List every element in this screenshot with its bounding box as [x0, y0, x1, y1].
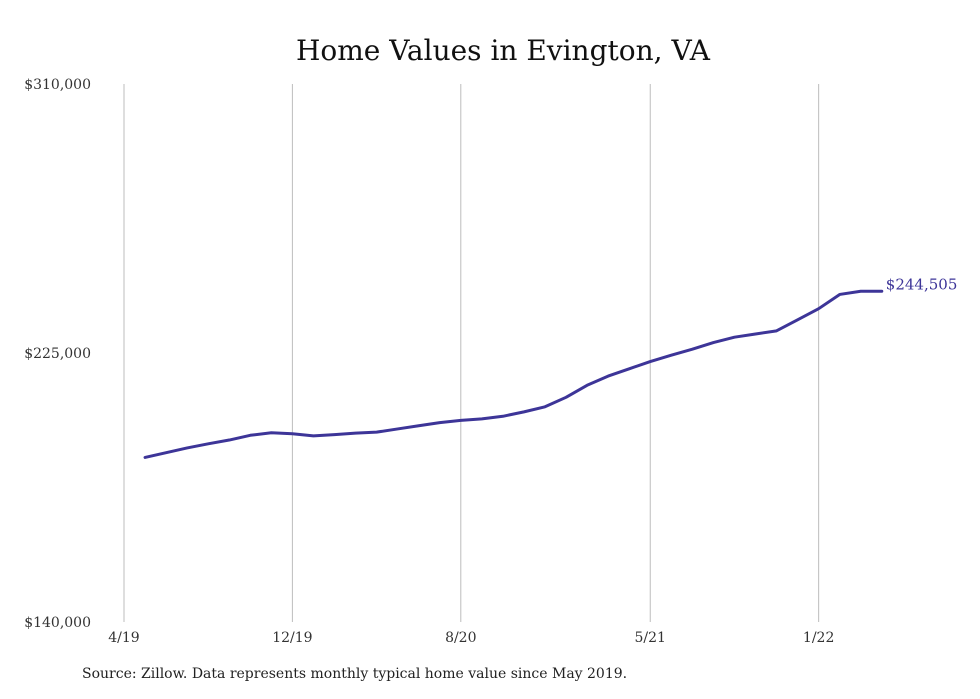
y-axis: $310,000 $225,000 $140,000 [24, 77, 91, 631]
y-tick-label-0: $310,000 [24, 77, 91, 93]
series-layer [143, 289, 884, 459]
x-tick-label-0: 4/19 [108, 630, 139, 646]
vertical-gridlines [123, 84, 820, 622]
x-tick-label-1: 12/19 [272, 630, 312, 646]
x-tick-label-2: 8/20 [445, 630, 476, 646]
source-note: Source: Zillow. Data represents monthly … [82, 666, 628, 682]
y-tick-label-1: $225,000 [24, 346, 91, 362]
chart-title: Home Values in Evington, VA [296, 34, 711, 67]
annotation-layer: $244,505 [886, 275, 958, 293]
end-value-label: $244,505 [886, 275, 958, 293]
x-axis: 4/19 12/19 8/20 5/21 1/22 [108, 630, 834, 646]
x-tick-label-3: 5/21 [635, 630, 666, 646]
y-tick-label-2: $140,000 [24, 615, 91, 631]
x-tick-label-4: 1/22 [803, 630, 834, 646]
series-line-0 [143, 289, 884, 459]
